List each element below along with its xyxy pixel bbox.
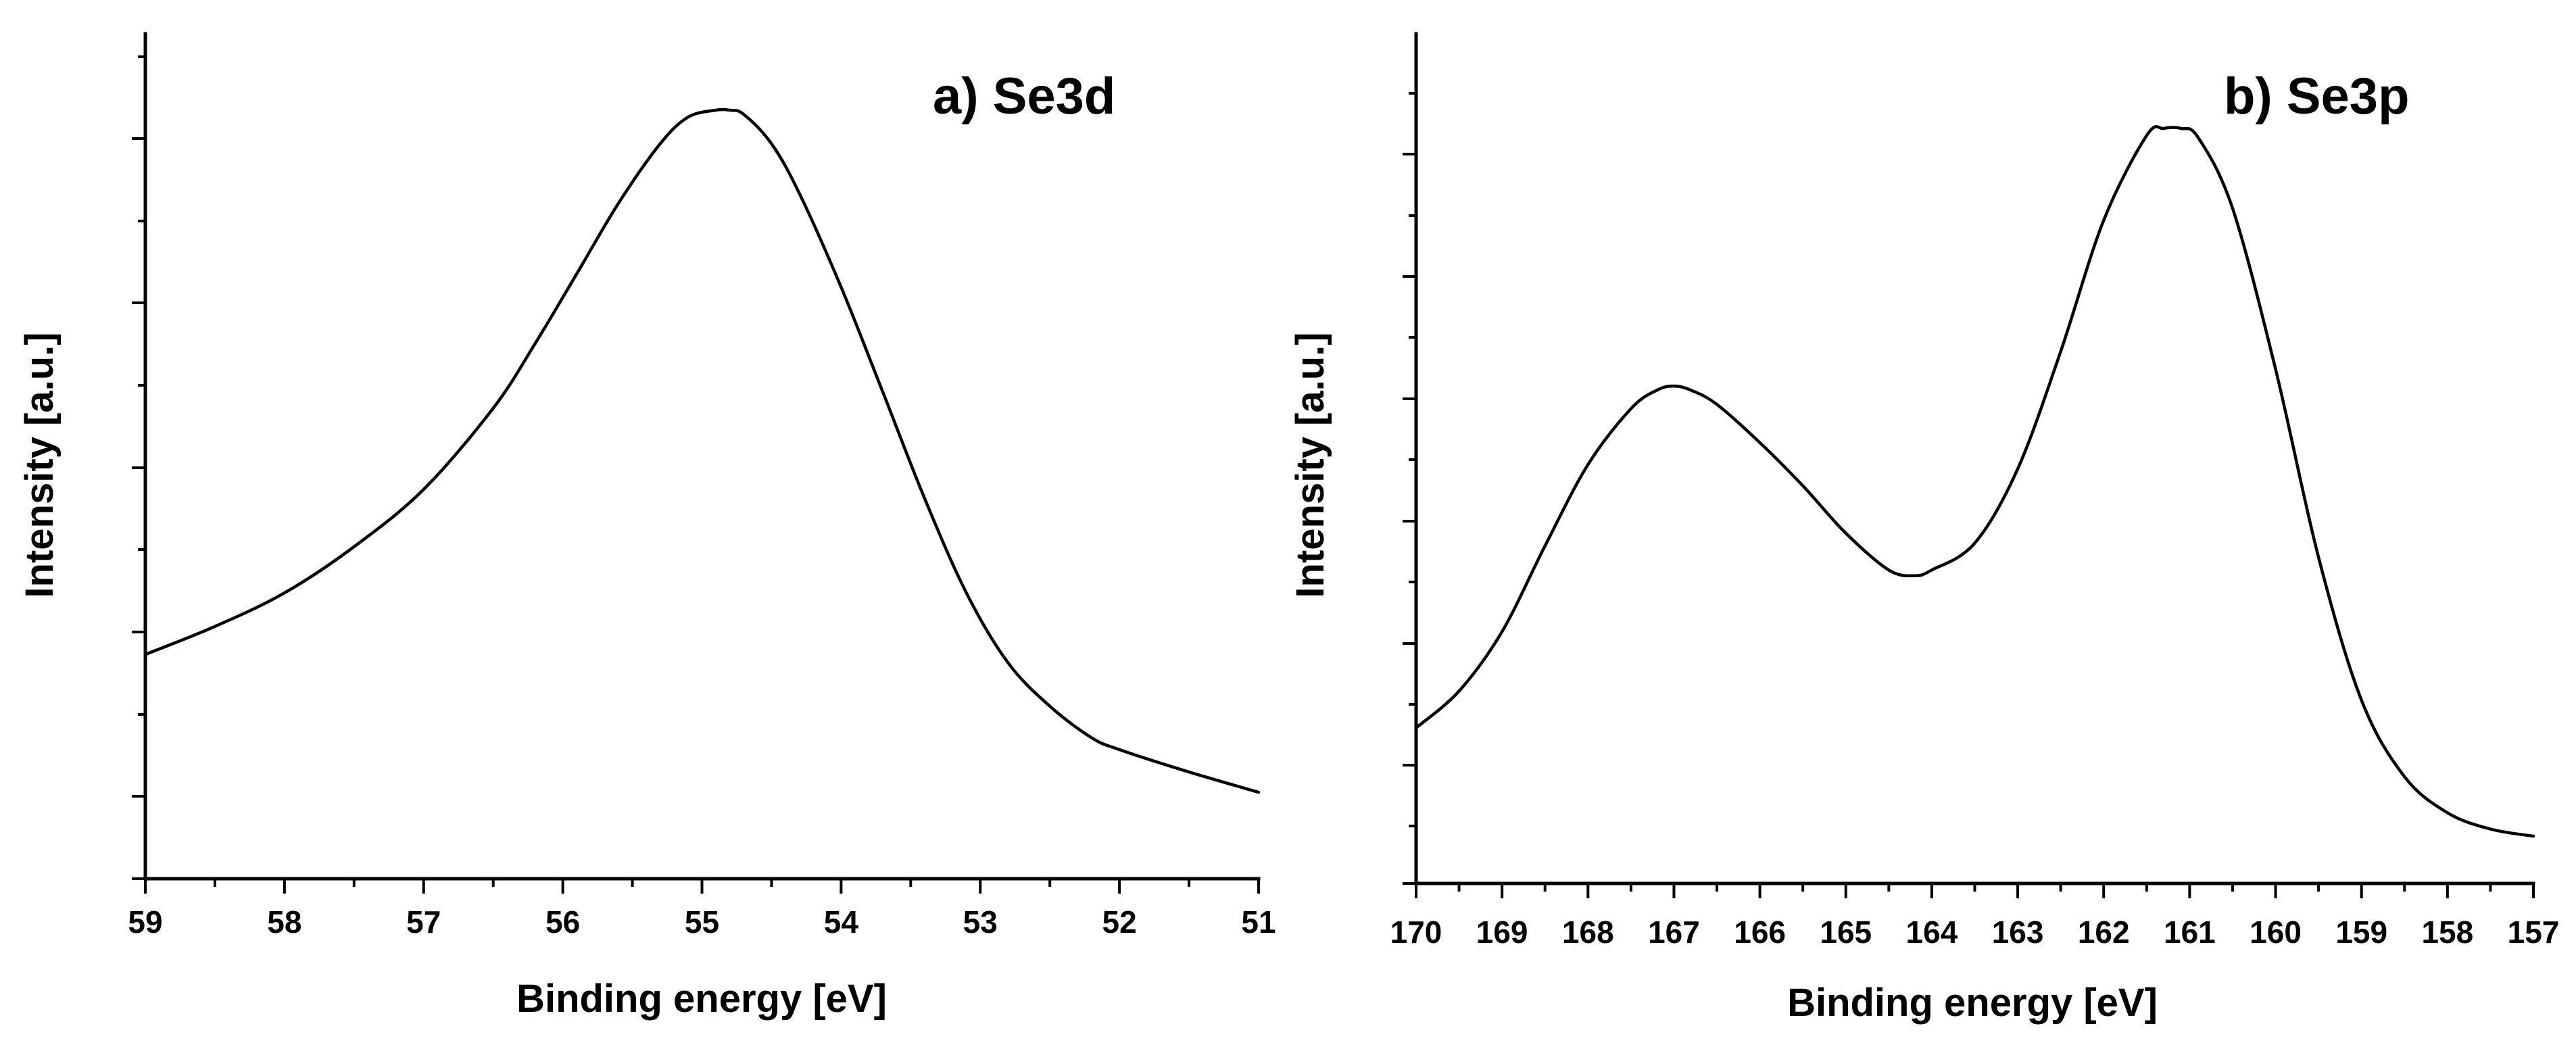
x-tick-label: 55 bbox=[685, 904, 719, 940]
x-tick-label: 57 bbox=[406, 904, 441, 940]
x-tick-label: 163 bbox=[1992, 915, 2044, 950]
x-tick-label: 51 bbox=[1241, 904, 1275, 940]
x-tick-label: 52 bbox=[1102, 904, 1137, 940]
x-tick-label: 59 bbox=[128, 904, 162, 940]
panel-b-data-line bbox=[1414, 125, 2535, 838]
panel-b-title: b) Se3p bbox=[2224, 68, 2410, 125]
panel-a-y-axis-title: Intensity [a.u.] bbox=[18, 332, 62, 598]
x-tick-label: 166 bbox=[1734, 915, 1786, 950]
x-tick-label: 170 bbox=[1390, 915, 1442, 950]
x-tick-label: 53 bbox=[963, 904, 998, 940]
x-tick-label: 160 bbox=[2250, 915, 2302, 950]
x-tick-label: 162 bbox=[2078, 915, 2130, 950]
panel-a-title: a) Se3d bbox=[933, 68, 1115, 125]
panel-b-se3p: 170 169 168 167 166 165 164 163 162 161 160 159 158 1… bbox=[1288, 32, 2560, 1025]
panel-a-x-ticks: 59 58 57 56 55 54 53 52 51 bbox=[128, 879, 1276, 940]
panel-b-x-ticks: 170 169 168 167 166 165 164 163 162 161 160 159 158 1… bbox=[1390, 883, 2560, 950]
x-tick-label: 164 bbox=[1906, 915, 1958, 950]
panel-a-se3d: 59 58 57 56 55 54 53 52 51 a) Se3d Binding energ… bbox=[18, 32, 1276, 1021]
panel-a-y-ticks bbox=[132, 55, 145, 880]
panel-b-y-axis-title: Intensity [a.u.] bbox=[1288, 332, 1332, 598]
x-tick-label: 168 bbox=[1562, 915, 1614, 950]
x-tick-label: 58 bbox=[267, 904, 301, 940]
x-tick-label: 54 bbox=[824, 904, 859, 940]
x-tick-label: 165 bbox=[1820, 915, 1872, 950]
x-tick-label: 161 bbox=[2164, 915, 2216, 950]
panel-b-x-axis-title: Binding energy [eV] bbox=[1787, 981, 2158, 1025]
x-tick-label: 169 bbox=[1476, 915, 1528, 950]
x-tick-label: 56 bbox=[545, 904, 580, 940]
panel-a-data-line bbox=[143, 107, 1261, 794]
panel-a-x-axis-title: Binding energy [eV] bbox=[516, 977, 887, 1021]
x-tick-label: 158 bbox=[2421, 915, 2473, 950]
panel-b-y-ticks bbox=[1403, 92, 1416, 885]
x-tick-label: 167 bbox=[1648, 915, 1700, 950]
x-tick-label: 157 bbox=[2508, 915, 2560, 950]
x-tick-label: 159 bbox=[2335, 915, 2387, 950]
